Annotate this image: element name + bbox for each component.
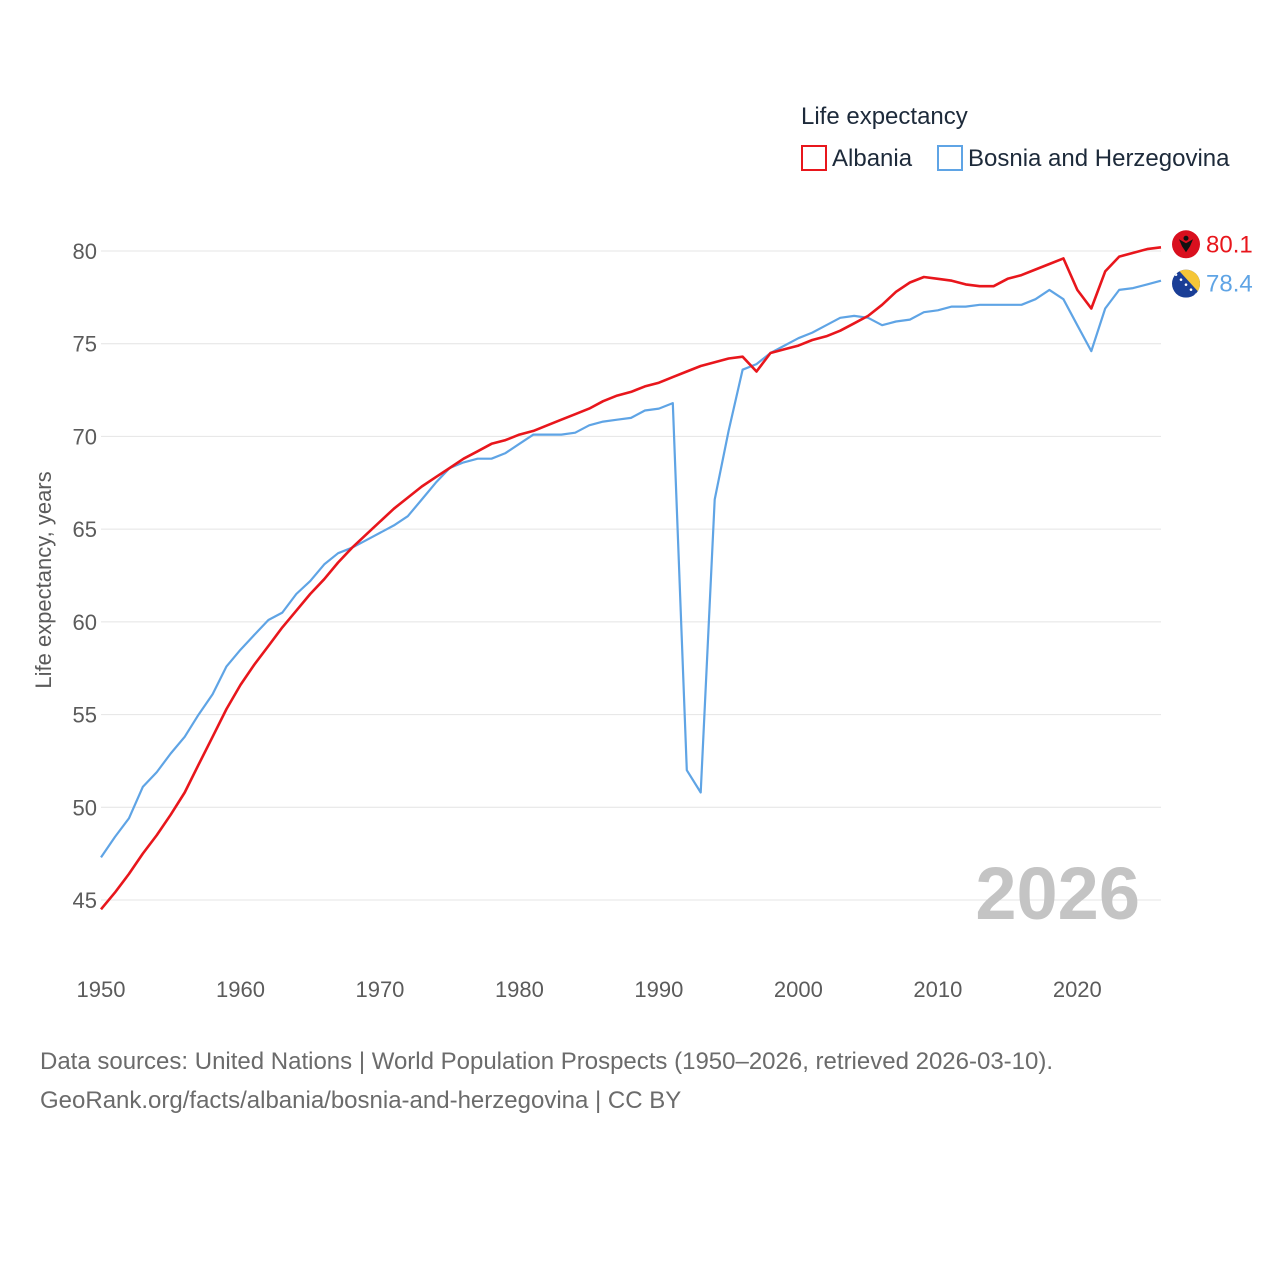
y-tick-label: 50 (73, 795, 97, 820)
y-tick-label: 65 (73, 517, 97, 542)
bosnia-flag-icon (1172, 269, 1200, 298)
y-tick-label: 55 (73, 703, 97, 728)
source-text: Data sources: United Nations | World Pop… (40, 1048, 1054, 1075)
x-tick-label: 2000 (774, 977, 823, 1002)
x-tick-label: 1970 (355, 977, 404, 1002)
legend: Life expectancy Albania Bosnia and Herze… (801, 103, 1230, 172)
y-tick-label: 60 (73, 610, 97, 635)
legend-label-albania: Albania (832, 145, 913, 172)
x-tick-label: 1950 (77, 977, 126, 1002)
y-tick-label: 45 (73, 888, 97, 913)
life-expectancy-chart: 45 50 55 60 65 70 75 80 1950 1960 1970 1980 1990 200… (31, 103, 1253, 1002)
albania-flag-icon (1172, 230, 1200, 259)
series-line-albania (100, 246, 1162, 911)
x-tick-label: 1990 (634, 977, 683, 1002)
series-line-bosnia (100, 279, 1162, 859)
legend-title: Life expectancy (801, 103, 968, 130)
legend-item-albania[interactable]: Albania (801, 145, 913, 172)
legend-swatch-albania (801, 145, 827, 171)
y-axis-title: Life expectancy, years (31, 471, 56, 688)
x-tick-label: 2020 (1053, 977, 1102, 1002)
series-lines (100, 246, 1162, 911)
x-tick-label: 1960 (216, 977, 265, 1002)
legend-swatch-bosnia (937, 145, 963, 171)
legend-label-bosnia: Bosnia and Herzegovina (968, 145, 1230, 172)
credit-text: GeoRank.org/facts/albania/bosnia-and-her… (40, 1087, 682, 1114)
gridlines (101, 250, 1161, 901)
bosnia-end-value: 78.4 (1206, 271, 1253, 298)
y-axis-ticks: 45 50 55 60 65 70 75 80 (73, 239, 97, 913)
x-tick-label: 2010 (913, 977, 962, 1002)
source-footer: Data sources: United Nations | World Pop… (40, 1042, 1240, 1120)
x-axis-ticks: 1950 1960 1970 1980 1990 2000 2010 2020 (77, 977, 1102, 1002)
y-tick-label: 70 (73, 424, 97, 449)
x-tick-label: 1980 (495, 977, 544, 1002)
legend-item-bosnia[interactable]: Bosnia and Herzegovina (937, 145, 1230, 172)
y-tick-label: 75 (73, 332, 97, 357)
albania-end-value: 80.1 (1206, 231, 1253, 258)
year-watermark: 2026 (975, 852, 1140, 935)
series-end-labels: 80.1 78.4 (1172, 230, 1253, 298)
y-tick-label: 80 (73, 239, 97, 264)
